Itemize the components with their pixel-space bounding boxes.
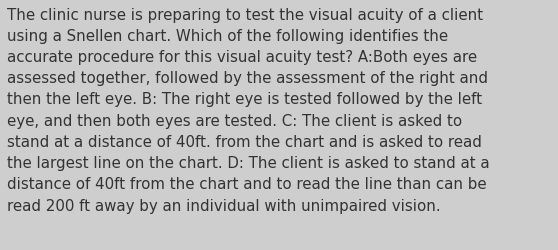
Text: The clinic nurse is preparing to test the visual acuity of a client
using a Snel: The clinic nurse is preparing to test th… (7, 8, 489, 213)
